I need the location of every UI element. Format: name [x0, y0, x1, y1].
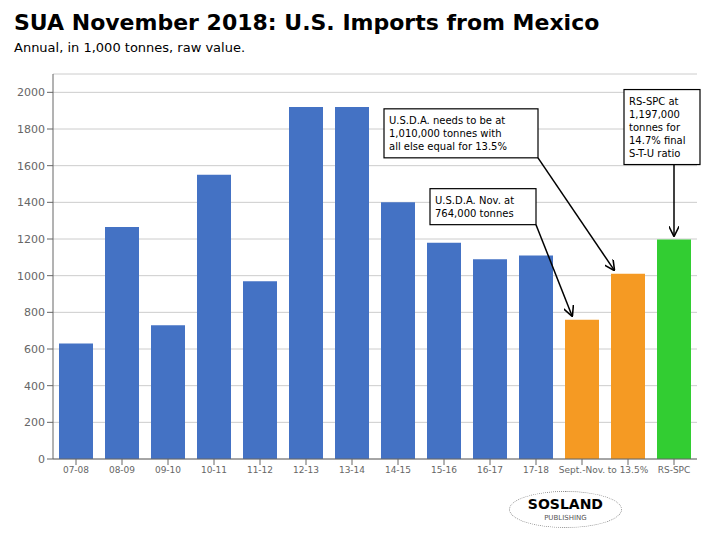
html-text:SUA November 2018: U.S. Import: SUA November 2018: U.S. Imports from Mex…: [14, 10, 600, 35]
svg-text:800: 800: [24, 306, 45, 319]
html-text:SOSLAND: SOSLAND: [527, 496, 603, 512]
svg-text:0: 0: [38, 453, 45, 466]
html-text:PUBLISHING: PUBLISHING: [544, 514, 587, 522]
svg-text:1200: 1200: [17, 233, 45, 246]
svg-text:1800: 1800: [17, 123, 45, 136]
svg-text:RS-SPC at1,197,000tonnes for14: RS-SPC at1,197,000tonnes for14.7% finalS…: [629, 96, 686, 159]
svg-text:11-12: 11-12: [247, 465, 273, 475]
svg-text:U.S.D.A. needs to be at1,010,0: U.S.D.A. needs to be at1,010,000 tonnes …: [389, 115, 507, 152]
svg-text:1000: 1000: [17, 270, 45, 283]
svg-text:13-14: 13-14: [339, 465, 365, 475]
svg-text:2000: 2000: [17, 86, 45, 99]
html-text:Annual, in 1,000 tonnes, raw v: Annual, in 1,000 tonnes, raw value.: [14, 40, 246, 55]
svg-text:600: 600: [24, 343, 45, 356]
svg-text:400: 400: [24, 380, 45, 393]
svg-text:16-17: 16-17: [477, 465, 503, 475]
svg-text:10-11: 10-11: [201, 465, 227, 475]
svg-text:1400: 1400: [17, 196, 45, 209]
svg-text:15-16: 15-16: [431, 465, 457, 475]
svg-text:to 13.5%: to 13.5%: [608, 465, 649, 475]
svg-text:Sept.-Nov.: Sept.-Nov.: [559, 465, 605, 475]
svg-text:12-13: 12-13: [293, 465, 319, 475]
svg-text:200: 200: [24, 416, 45, 429]
svg-text:17-18: 17-18: [523, 465, 549, 475]
svg-text:09-10: 09-10: [155, 465, 181, 475]
svg-text:08-09: 08-09: [109, 465, 135, 475]
svg-text:RS-SPC: RS-SPC: [658, 465, 691, 475]
svg-text:U.S.D.A. Nov. at764,000 tonnes: U.S.D.A. Nov. at764,000 tonnes: [435, 195, 514, 219]
svg-text:07-08: 07-08: [63, 465, 89, 475]
svg-text:14-15: 14-15: [385, 465, 411, 475]
svg-text:1600: 1600: [17, 160, 45, 173]
